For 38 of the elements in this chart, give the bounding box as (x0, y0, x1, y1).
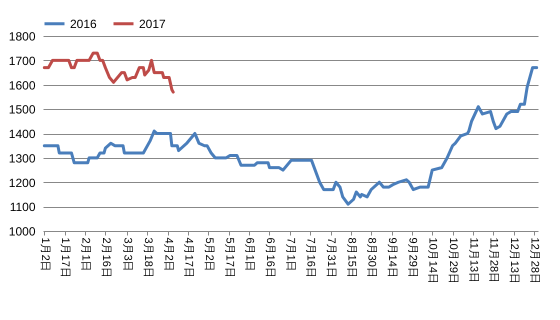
x-tick-label: 4月2日 (162, 238, 174, 272)
x-tick-label: 1月2日 (38, 238, 51, 272)
x-tick-label: 11月28日 (488, 238, 500, 284)
legend-label: 2017 (139, 16, 166, 31)
line-series (42, 52, 175, 94)
y-tick-label: 1100 (10, 200, 36, 214)
line-series (42, 66, 538, 206)
y-tick-label: 1800 (8, 30, 36, 44)
x-tick-label: 12月28日 (528, 238, 540, 284)
x-tick-label: 2月1日 (80, 238, 92, 272)
y-tick-label: 1400 (8, 127, 36, 141)
y-tick-label: 1700 (8, 54, 36, 68)
x-tick-label: 4月17日 (182, 238, 195, 278)
x-tick-label: 11月13日 (467, 238, 480, 284)
x-tick-label: 10月14日 (426, 238, 439, 284)
x-tick-label: 5月17日 (223, 238, 236, 278)
x-tick-label: 9月29日 (406, 238, 418, 278)
x-tick-label: 7月16日 (304, 238, 317, 278)
x-tick-label: 6月16日 (264, 238, 276, 278)
x-tick-label: 7月31日 (325, 238, 338, 278)
x-tick-label: 5月2日 (202, 238, 215, 272)
x-tick-label: 12月13日 (508, 238, 520, 284)
x-tick-label: 8月30日 (366, 238, 378, 278)
y-tick-label: 1600 (8, 78, 36, 92)
x-tick-label: 9月14日 (386, 238, 398, 278)
x-tick-label: 6月1日 (244, 238, 256, 272)
x-tick-label: 3月18日 (142, 238, 154, 278)
legend-label: 2016 (70, 16, 98, 31)
y-tick-label: 1000 (8, 224, 36, 238)
x-tick-label: 2月16日 (100, 238, 112, 278)
x-tick-label: 8月15日 (345, 238, 358, 278)
y-tick-label: 1200 (8, 176, 36, 190)
x-tick-label: 10月29日 (447, 238, 460, 284)
x-tick-label: 7月1日 (284, 238, 296, 272)
y-tick-label: 1300 (8, 151, 36, 166)
x-tick-label: 1月17日 (59, 238, 72, 278)
y-tick-label: 1500 (8, 102, 36, 117)
x-tick-label: 3月3日 (122, 238, 134, 272)
